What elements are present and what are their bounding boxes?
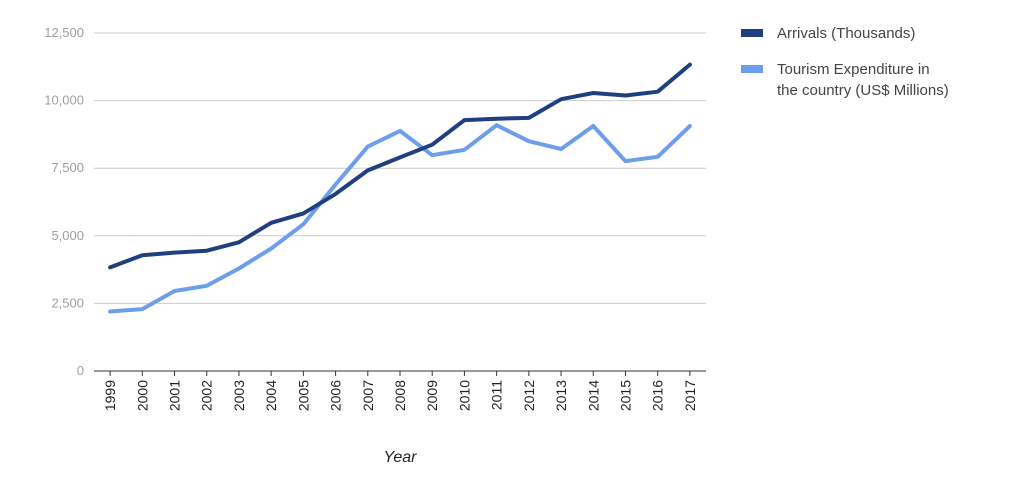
x-tick-label: 2011 <box>489 380 505 410</box>
x-tick-label: 2000 <box>134 380 150 411</box>
series-lines <box>108 62 692 314</box>
x-tick-label: 2005 <box>295 380 311 411</box>
gridlines <box>94 32 706 372</box>
x-tick-label: 2003 <box>231 380 247 411</box>
y-tick-label: 0 <box>77 363 84 378</box>
x-tick-label: 2013 <box>553 380 569 411</box>
x-axis-title: Year <box>384 449 418 466</box>
legend-swatch <box>741 29 763 37</box>
x-tick-label: 2010 <box>456 380 472 411</box>
legend: Arrivals (Thousands) Tourism Expenditure … <box>741 25 949 99</box>
x-tick-label: 2008 <box>392 380 408 411</box>
y-tick-label: 12,500 <box>44 25 84 40</box>
legend-label: the country (US$ Millions) <box>777 82 949 99</box>
x-tick-label: 2004 <box>263 380 279 411</box>
x-tick-label: 2002 <box>199 380 215 411</box>
series-line-expenditure <box>108 123 692 314</box>
x-tick-label: 2009 <box>424 380 440 411</box>
x-tick-label: 2015 <box>617 380 633 411</box>
x-tick-label: 2007 <box>360 380 376 411</box>
y-tick-label: 5,000 <box>51 228 84 243</box>
x-tick-label: 2014 <box>585 380 601 411</box>
x-tick-label: 1999 <box>102 380 118 411</box>
series-line-arrivals <box>108 62 692 270</box>
legend-swatch <box>741 65 763 73</box>
x-tick-label: 2017 <box>682 380 698 411</box>
y-axis-ticks: 0 2,500 5,000 7,500 10,000 12,500 <box>44 25 84 378</box>
y-tick-label: 7,500 <box>51 160 84 175</box>
y-tick-label: 10,000 <box>44 93 84 108</box>
x-tick-label: 2006 <box>328 380 344 411</box>
x-tick-label: 2001 <box>167 380 183 411</box>
legend-label: Arrivals (Thousands) <box>777 25 915 42</box>
y-tick-label: 2,500 <box>51 295 84 310</box>
x-axis-ticks: 1999 2000 2001 2002 2003 2004 2005 2006 2007 2008… <box>102 371 698 411</box>
legend-label: Tourism Expenditure in <box>777 61 930 78</box>
x-tick-label: 2016 <box>650 380 666 411</box>
x-tick-label: 2012 <box>521 380 537 411</box>
